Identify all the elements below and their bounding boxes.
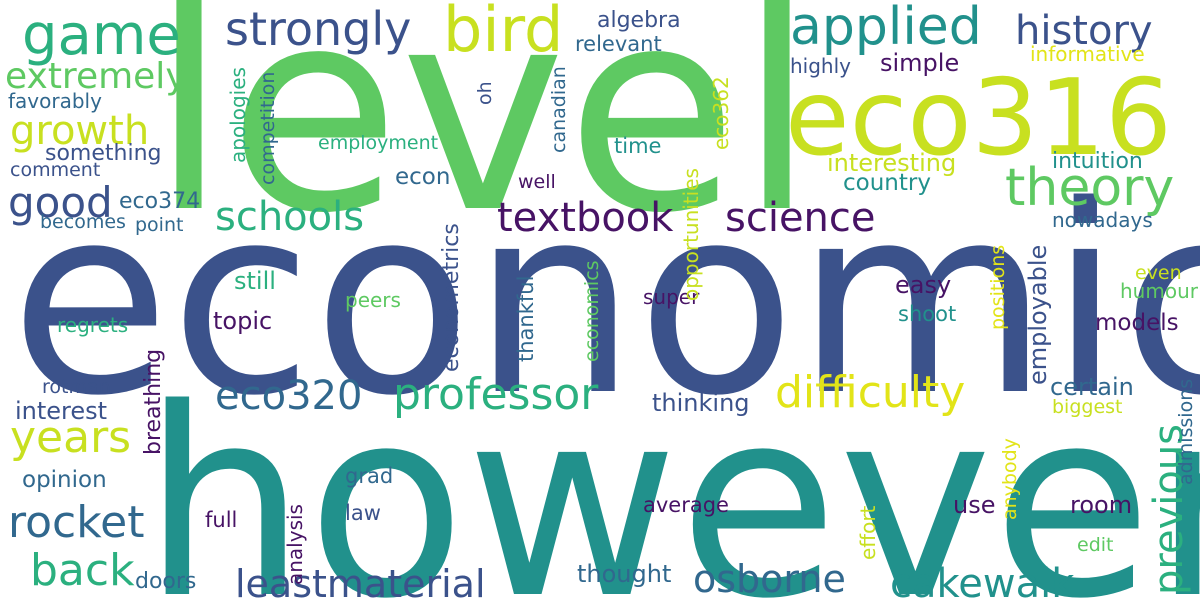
word-interesting: interesting: [827, 149, 957, 178]
word-informative: informative: [1030, 42, 1145, 67]
word-effort: effort: [856, 505, 881, 560]
word-history: history: [1015, 7, 1153, 54]
word-difficulty: difficulty: [775, 366, 966, 418]
word-law: law: [345, 500, 381, 525]
word-econometrics: econometrics: [438, 223, 464, 372]
word-extremely: extremely: [5, 55, 187, 97]
word-easy: easy: [895, 271, 952, 300]
word-comment: comment: [10, 159, 101, 182]
word-humour: humour: [1120, 279, 1198, 304]
word-something: something: [45, 140, 162, 166]
word-professor: professor: [393, 368, 599, 420]
word-eco316: eco316: [785, 57, 1172, 180]
word-strongly: strongly: [225, 2, 412, 57]
word-oh: oh: [474, 81, 497, 105]
word-favorably: favorably: [8, 89, 102, 114]
word-even: even: [1135, 262, 1182, 285]
word-econ: econ: [395, 164, 451, 191]
word-topic: topic: [213, 307, 273, 336]
word-theory: theory: [1005, 158, 1175, 219]
word-thought: thought: [577, 560, 672, 589]
word-good: good: [8, 178, 113, 228]
word-edit: edit: [1077, 534, 1114, 557]
word-full: full: [205, 507, 238, 532]
word-economics: economics: [581, 260, 604, 362]
word-peers: peers: [345, 288, 401, 313]
word-employment: employment: [318, 132, 439, 155]
word-eco374: eco374: [119, 188, 201, 214]
word-canadian: canadian: [548, 66, 571, 153]
word-highly: highly: [790, 54, 851, 79]
word-economic: economic: [10, 151, 1200, 454]
word-use: use: [953, 491, 996, 520]
word-eco362: eco362: [709, 76, 734, 150]
word-biggest: biggest: [1052, 396, 1123, 419]
word-opinion: opinion: [22, 467, 107, 494]
word-room: room: [1070, 491, 1133, 520]
word-shoot: shoot: [898, 301, 957, 326]
word-analysis: analysis: [283, 504, 308, 585]
word-doors: doors: [135, 568, 197, 594]
word-models: models: [1095, 310, 1179, 337]
word-textbook: textbook: [497, 194, 674, 241]
word-game: game: [22, 3, 181, 69]
word-anybody: anybody: [999, 438, 1022, 520]
word-rocket: rocket: [8, 496, 145, 548]
word-thinking: thinking: [652, 389, 750, 418]
word-country: country: [843, 170, 931, 197]
word-algebra: algebra: [597, 7, 681, 33]
word-still: still: [234, 267, 276, 296]
word-employable: employable: [1024, 244, 1053, 385]
word-rotman: rotman: [42, 376, 111, 399]
word-simple: simple: [880, 49, 960, 78]
word-interest: interest: [15, 397, 108, 426]
word-however: however: [142, 354, 1200, 600]
word-time: time: [614, 133, 662, 158]
word-admissions: admissions: [1175, 378, 1198, 485]
word-level: level: [150, 0, 816, 275]
word-super: super: [643, 285, 700, 310]
word-certain: certain: [1050, 373, 1134, 402]
word-opportunities: opportunities: [679, 168, 704, 301]
word-nowadays: nowadays: [1052, 208, 1153, 233]
word-positions: positions: [987, 244, 1010, 330]
word-growth: growth: [10, 107, 150, 154]
word-point: point: [135, 214, 184, 237]
word-competition: competition: [257, 71, 280, 185]
word-breathing: breathing: [140, 348, 166, 455]
word-back: back: [30, 544, 135, 596]
word-cakewalk: cakewalk: [890, 560, 1075, 600]
word-schools: schools: [215, 193, 365, 240]
word-intuition: intuition: [1052, 148, 1143, 174]
word-regrets: regrets: [57, 313, 129, 338]
word-becomes: becomes: [40, 211, 126, 234]
word-eco320: eco320: [215, 372, 363, 419]
word-years: years: [10, 411, 132, 463]
word-bird: bird: [443, 0, 564, 66]
word-average: average: [643, 492, 729, 517]
word-applied: applied: [790, 0, 982, 58]
word-leastmaterial: leastmaterial: [235, 562, 486, 600]
word-relevant: relevant: [575, 31, 662, 56]
word-well: well: [518, 171, 556, 194]
word-apologies: apologies: [226, 67, 251, 163]
word-osborne: osborne: [693, 557, 846, 600]
word-thankful: thankful: [513, 275, 538, 362]
word-science: science: [725, 194, 876, 241]
word-grad: grad: [345, 463, 394, 488]
